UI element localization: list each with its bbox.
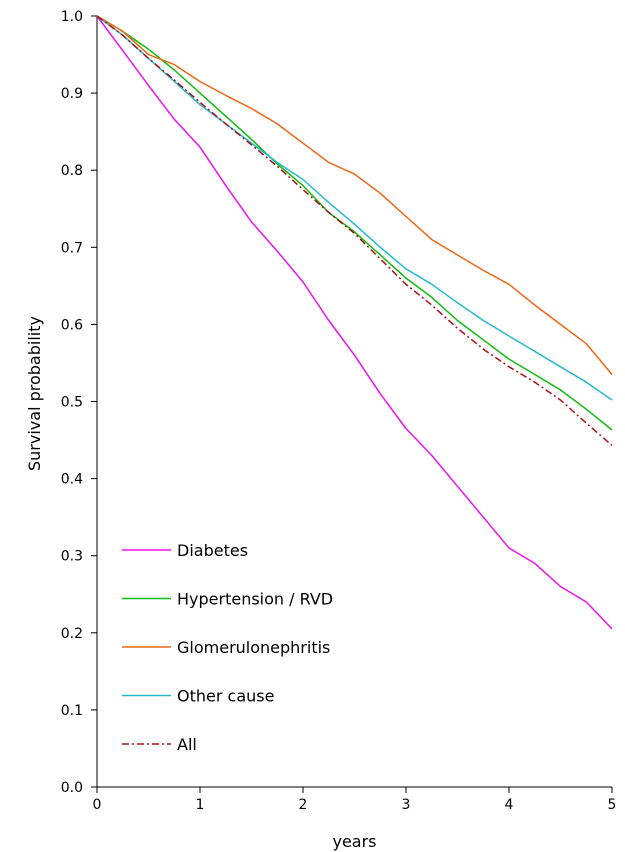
series-line-all [96,15,613,446]
x-tick-label: 2 [299,797,308,813]
y-tick-label: 0.9 [61,86,83,102]
x-axis: 0 1 2 3 4 5 [93,786,617,813]
y-tick-label: 0.8 [61,163,83,179]
y-tick-label: 0.0 [61,780,83,796]
legend-label: Glomerulonephritis [177,638,330,657]
y-tick-label: 0.6 [61,317,83,333]
x-tick-label: 5 [608,797,617,813]
legend-label: All [177,735,197,754]
y-tick-label: 0.3 [61,549,83,565]
y-tick-label: 0.2 [61,626,83,642]
series-line-diabetes [96,15,613,630]
y-tick-label: 0.1 [61,703,83,719]
series-line-glomerulonephritis [96,15,613,375]
legend: Diabetes Hypertension / RVD Glomerulonephr… [122,541,333,754]
y-tick-label: 0.7 [61,240,83,256]
x-tick-label: 3 [402,797,411,813]
x-tick-label: 1 [196,797,205,813]
x-axis-title: years [332,832,376,851]
legend-label: Diabetes [177,541,248,560]
y-tick-label: 0.4 [61,472,83,488]
x-tick-label: 4 [505,797,514,813]
series-line-hypertension-rvd [96,15,613,431]
legend-label: Other cause [177,687,274,706]
legend-label: Hypertension / RVD [177,590,333,609]
y-tick-label: 1.0 [61,9,83,25]
series-line-other-cause [96,15,613,401]
y-tick-label: 0.5 [61,395,83,411]
x-tick-label: 0 [93,797,102,813]
y-axis: 0.0 0.1 0.2 0.3 0.4 0.5 0.6 0.7 0.8 0.9 1.0 [61,9,98,796]
y-axis-title: Survival probability [25,316,44,471]
series-layer [96,15,613,630]
